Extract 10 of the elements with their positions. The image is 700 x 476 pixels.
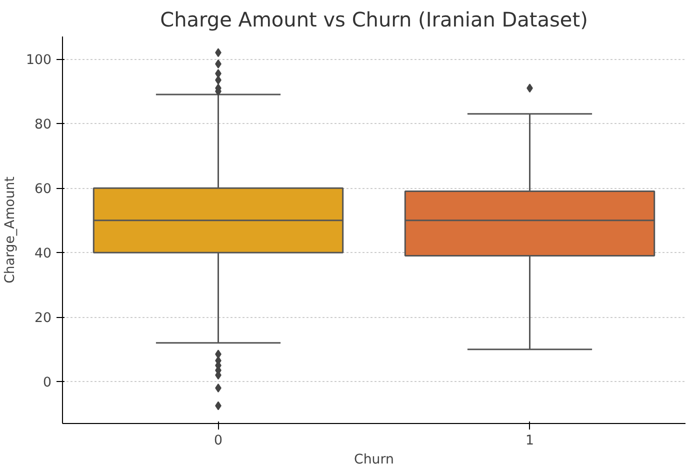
y-tick-label: 40 — [34, 246, 52, 262]
x-tick-label: 1 — [526, 434, 534, 448]
y-tick-label: 100 — [26, 53, 52, 68]
y-tick-label: 20 — [34, 311, 52, 326]
y-tick-label: 0 — [43, 376, 52, 391]
chart-title: Charge Amount vs Churn (Iranian Dataset) — [160, 8, 588, 32]
x-axis-title: Churn — [354, 452, 394, 468]
y-tick-label: 80 — [34, 118, 52, 133]
y-axis-title: Charge_Amount — [3, 176, 18, 284]
y-tick-label: 60 — [34, 182, 52, 198]
